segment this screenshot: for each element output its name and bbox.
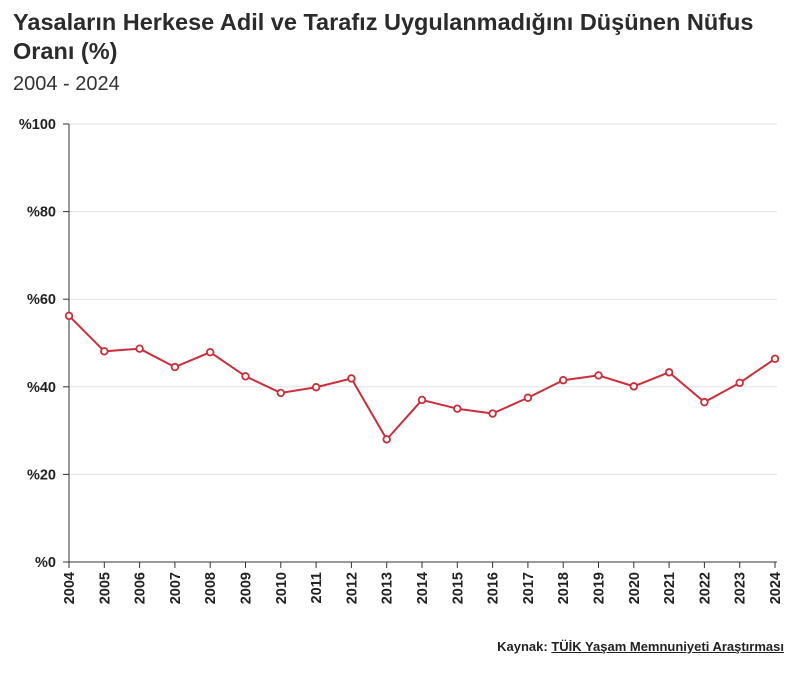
- x-tick-label: 2004: [62, 572, 78, 604]
- x-tick-label: 2024: [768, 572, 784, 604]
- x-tick-label: 2008: [203, 572, 219, 604]
- data-point: [205, 347, 215, 357]
- x-tick-label: 2013: [380, 572, 396, 604]
- data-point: [629, 382, 638, 391]
- x-tick-label: 2021: [662, 572, 678, 604]
- data-point: [382, 435, 391, 444]
- data-point: [170, 362, 180, 372]
- data-point: [523, 393, 533, 402]
- x-tick-label: 2010: [274, 572, 290, 604]
- data-point: [311, 383, 321, 392]
- data-point: [135, 344, 144, 353]
- x-tick-label: 2020: [627, 572, 643, 604]
- data-point: [594, 371, 603, 380]
- x-tick-label: 2009: [239, 572, 255, 604]
- y-tick-label: %100: [19, 117, 56, 133]
- data-point: [488, 409, 497, 418]
- data-point: [347, 374, 356, 383]
- source-prefix: Kaynak:: [497, 639, 548, 654]
- chart-title: Yasaların Herkese Adil ve Tarafız Uygula…: [13, 9, 754, 64]
- data-point: [417, 395, 427, 405]
- x-tick-label: 2018: [556, 572, 572, 604]
- x-tick-label: 2012: [344, 572, 360, 604]
- data-point: [241, 372, 250, 381]
- axes: %0 %20 %40 %60 %80 %100 2004 2005 2006 2007 2008 20…: [19, 117, 784, 604]
- y-tick-label: %60: [27, 292, 56, 308]
- data-point: [770, 354, 780, 363]
- source-note: Kaynak: TÜİK Yaşam Memnuniyeti Araştırma…: [497, 639, 784, 654]
- grid-lines: [69, 123, 777, 475]
- data-point: [276, 388, 285, 398]
- data-point: [453, 404, 462, 413]
- x-tick-label: 2023: [733, 572, 749, 604]
- series-line: [68, 315, 776, 441]
- x-tick-label: 2016: [486, 572, 502, 604]
- x-tick-label: 2017: [521, 572, 537, 604]
- data-point: [664, 368, 674, 377]
- data-point: [64, 311, 74, 321]
- x-tick-label: 2011: [309, 572, 325, 603]
- y-tick-label: %20: [27, 467, 56, 483]
- y-tick-label: %80: [27, 205, 56, 221]
- x-tick-label: 2022: [697, 572, 713, 604]
- x-tick-label: 2007: [168, 572, 184, 604]
- data-point: [559, 376, 568, 385]
- x-tick-label: 2014: [415, 572, 431, 604]
- data-point: [100, 347, 109, 356]
- x-tick-label: 2006: [133, 572, 149, 604]
- x-tick-label: 2019: [592, 572, 608, 604]
- chart-subtitle: 2004 - 2024: [13, 73, 120, 95]
- data-point: [735, 378, 744, 388]
- x-tick-label: 2015: [450, 572, 466, 604]
- y-tick-label: %40: [27, 380, 56, 396]
- data-point: [700, 397, 709, 407]
- series: [64, 311, 780, 444]
- y-tick-label: %0: [35, 555, 56, 571]
- x-tick-label: 2005: [97, 572, 113, 604]
- source-link[interactable]: TÜİK Yaşam Memnuniyeti Araştırması: [551, 639, 784, 654]
